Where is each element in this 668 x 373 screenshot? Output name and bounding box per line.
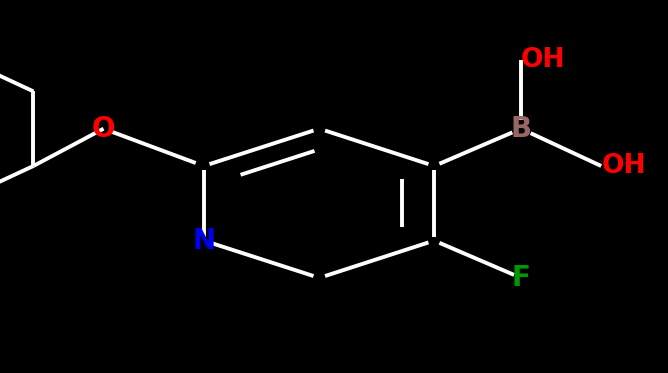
- Text: OH: OH: [601, 153, 646, 179]
- Text: OH: OH: [521, 47, 566, 73]
- Text: O: O: [92, 115, 116, 143]
- Text: N: N: [192, 226, 215, 255]
- Text: B: B: [510, 115, 532, 143]
- Text: F: F: [512, 264, 530, 292]
